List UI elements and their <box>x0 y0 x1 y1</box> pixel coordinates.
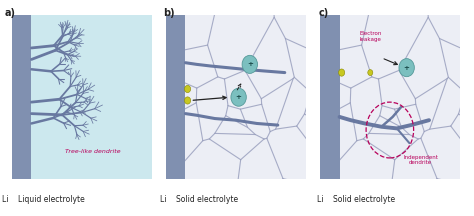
Circle shape <box>231 88 246 106</box>
Text: +: + <box>404 65 410 71</box>
FancyBboxPatch shape <box>320 15 339 179</box>
Text: Li    Solid electrolyte: Li Solid electrolyte <box>317 195 395 204</box>
Circle shape <box>242 55 257 73</box>
Text: b): b) <box>164 8 175 17</box>
Text: Independent
dendrite: Independent dendrite <box>403 155 438 165</box>
Circle shape <box>184 97 191 104</box>
Text: Li    Liquid electrolyte: Li Liquid electrolyte <box>2 195 85 204</box>
Text: Electron
leakage: Electron leakage <box>359 31 382 42</box>
Text: a): a) <box>5 8 16 17</box>
FancyBboxPatch shape <box>12 15 31 179</box>
Text: +: + <box>247 61 253 67</box>
Circle shape <box>184 85 191 93</box>
Text: c): c) <box>319 8 329 17</box>
Text: Tree-like dendrite: Tree-like dendrite <box>65 149 121 154</box>
Text: +: + <box>236 94 242 100</box>
Text: Li    Solid electrolyte: Li Solid electrolyte <box>160 195 238 204</box>
Circle shape <box>399 59 414 77</box>
FancyBboxPatch shape <box>320 15 460 179</box>
FancyBboxPatch shape <box>166 15 306 179</box>
FancyBboxPatch shape <box>166 15 185 179</box>
Circle shape <box>368 70 373 76</box>
FancyBboxPatch shape <box>12 15 152 179</box>
Circle shape <box>338 69 345 76</box>
